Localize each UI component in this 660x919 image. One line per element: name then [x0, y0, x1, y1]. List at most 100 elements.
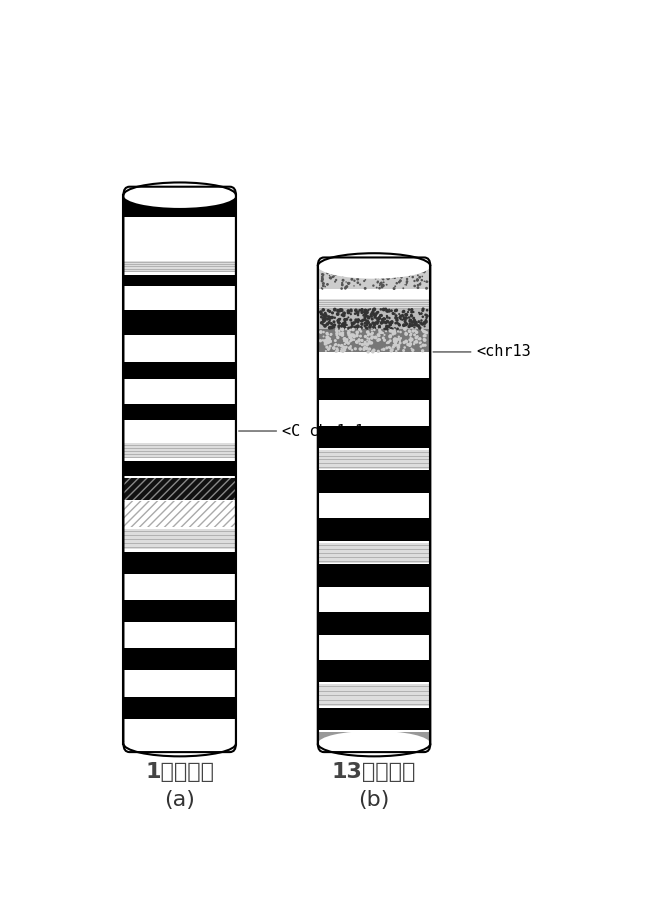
- Point: [385, 329, 395, 344]
- Point: [382, 310, 393, 324]
- Point: [389, 332, 400, 346]
- Point: [376, 315, 387, 330]
- Point: [321, 335, 332, 350]
- Ellipse shape: [318, 254, 430, 278]
- Point: [417, 323, 428, 337]
- Point: [342, 322, 352, 336]
- Bar: [318, 378, 430, 400]
- Point: [361, 315, 372, 330]
- Point: [354, 336, 365, 351]
- Point: [398, 281, 409, 296]
- Point: [367, 330, 378, 345]
- Point: [379, 327, 389, 342]
- Point: [411, 334, 422, 348]
- Point: [356, 265, 366, 279]
- Point: [367, 323, 378, 338]
- Point: [349, 273, 360, 288]
- Point: [344, 276, 354, 290]
- Point: [376, 325, 387, 340]
- Bar: [318, 450, 430, 469]
- Point: [343, 310, 354, 324]
- Point: [337, 278, 348, 292]
- Point: [375, 263, 385, 278]
- Point: [331, 273, 341, 288]
- Point: [345, 334, 356, 348]
- Point: [418, 323, 429, 338]
- Point: [378, 312, 388, 327]
- Point: [331, 323, 342, 338]
- Point: [384, 311, 395, 325]
- Bar: [318, 300, 430, 309]
- Point: [389, 263, 400, 278]
- Point: [396, 265, 407, 279]
- Point: [391, 344, 401, 358]
- Point: [335, 326, 345, 341]
- Point: [318, 314, 329, 329]
- Point: [330, 263, 341, 278]
- Point: [374, 333, 385, 347]
- Point: [389, 333, 400, 347]
- Point: [370, 321, 380, 335]
- Point: [356, 321, 366, 335]
- Point: [337, 307, 348, 322]
- Point: [389, 323, 400, 338]
- Point: [406, 302, 416, 317]
- Point: [325, 271, 336, 286]
- Point: [349, 329, 360, 344]
- Point: [422, 275, 433, 289]
- Point: [404, 319, 414, 334]
- Point: [422, 303, 432, 318]
- Point: [354, 303, 365, 318]
- Point: [329, 260, 340, 275]
- Point: [405, 328, 416, 343]
- Point: [364, 342, 375, 357]
- Point: [418, 338, 428, 353]
- Point: [341, 279, 352, 294]
- Point: [354, 322, 365, 336]
- Point: [332, 325, 343, 340]
- Bar: [123, 501, 236, 527]
- Point: [360, 336, 370, 351]
- Point: [386, 322, 397, 336]
- Point: [368, 343, 379, 357]
- Point: [391, 334, 402, 348]
- Point: [405, 330, 416, 345]
- Point: [418, 263, 429, 278]
- Point: [333, 312, 343, 327]
- Point: [368, 305, 378, 320]
- Point: [385, 316, 396, 331]
- Point: [414, 277, 425, 291]
- Point: [368, 267, 378, 282]
- Point: [402, 272, 412, 287]
- Point: [384, 315, 395, 330]
- Point: [322, 278, 333, 292]
- Point: [384, 340, 395, 355]
- Point: [406, 341, 416, 356]
- Ellipse shape: [123, 731, 236, 756]
- Point: [318, 278, 329, 293]
- Point: [422, 309, 432, 323]
- Point: [343, 303, 354, 318]
- Point: [387, 323, 398, 338]
- Point: [345, 268, 356, 283]
- Point: [372, 280, 382, 295]
- Point: [325, 321, 335, 335]
- Point: [360, 339, 370, 354]
- Point: [336, 342, 346, 357]
- Point: [388, 306, 399, 321]
- Point: [334, 312, 345, 327]
- Point: [370, 320, 380, 335]
- Point: [339, 340, 349, 355]
- Point: [333, 320, 344, 335]
- Point: [409, 305, 419, 320]
- Point: [318, 302, 329, 317]
- Point: [323, 335, 333, 349]
- Point: [343, 325, 354, 340]
- Point: [421, 308, 432, 323]
- Point: [381, 303, 392, 318]
- Point: [323, 327, 333, 342]
- Point: [395, 311, 405, 325]
- Point: [374, 328, 384, 343]
- Point: [345, 323, 356, 337]
- Point: [336, 265, 346, 279]
